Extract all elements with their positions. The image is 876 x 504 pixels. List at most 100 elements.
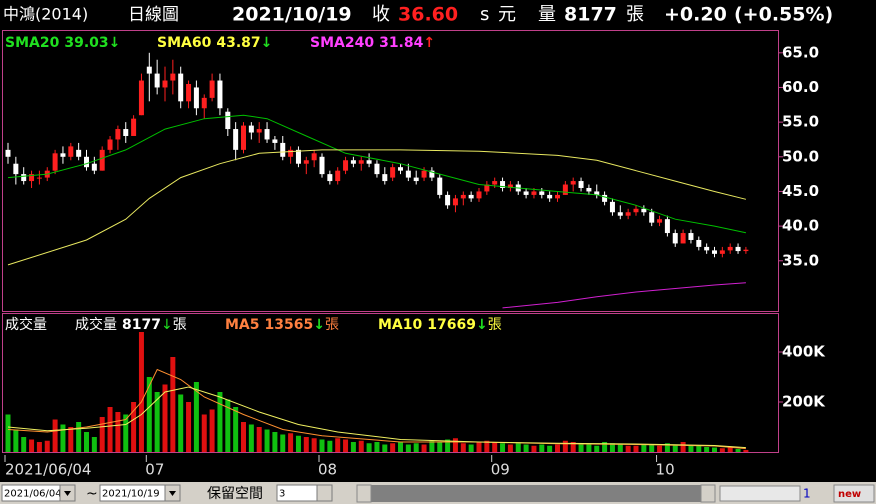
- y-tick-label: 60.0: [782, 78, 819, 96]
- volume-bar: [350, 442, 356, 452]
- new-button[interactable]: [833, 484, 875, 503]
- candle-body: [719, 250, 725, 254]
- legend-value: 8177: [122, 317, 161, 333]
- candle-body: [5, 149, 11, 157]
- tool-icons[interactable]: [719, 485, 801, 502]
- volume-bar: [609, 443, 615, 452]
- volume-bar: [531, 445, 537, 452]
- candle-body: [594, 191, 600, 195]
- volume-bar: [547, 445, 553, 452]
- legend-name: MA5: [225, 317, 260, 333]
- volume-bar: [303, 437, 309, 452]
- volume-bar: [562, 440, 568, 452]
- legend-trend: ↓: [261, 35, 273, 51]
- legend-name: MA10: [378, 317, 423, 333]
- y-tick-label: 55.0: [782, 113, 819, 131]
- volume-bar: [704, 447, 710, 452]
- candle-body: [21, 174, 27, 182]
- volume-bar: [29, 439, 35, 452]
- header-change: +0.20: [664, 4, 727, 26]
- volume-bar: [727, 447, 733, 452]
- legend-value: 13565: [265, 317, 314, 333]
- candle-body: [539, 191, 545, 195]
- volume-bar: [398, 442, 403, 452]
- legend-value: 43.87: [216, 35, 260, 51]
- volume-bar: [272, 432, 278, 452]
- candle-body: [162, 80, 168, 88]
- ma-line: [7, 149, 747, 266]
- volume-bar: [280, 434, 286, 452]
- volume-bar: [468, 444, 474, 452]
- volume-bar: [241, 422, 246, 452]
- scroll-left[interactable]: [356, 484, 372, 503]
- candle-body: [555, 194, 560, 199]
- candle-body: [170, 73, 176, 81]
- y-tick-label: 45.0: [782, 182, 819, 200]
- legend-value: 39.03: [64, 35, 108, 51]
- volume-bar: [413, 443, 419, 452]
- candle-body: [295, 149, 301, 164]
- candle-body: [186, 83, 192, 102]
- legend-entry: MA5 13565↓張: [225, 317, 339, 333]
- candle-body: [562, 184, 568, 195]
- volume-bar: [115, 412, 121, 452]
- legend-unit: 張: [488, 317, 502, 333]
- candle-body: [735, 246, 741, 252]
- candle-body: [178, 73, 184, 102]
- candle-body: [374, 163, 380, 175]
- volume-bar: [743, 449, 749, 452]
- legend-trend: ↓: [161, 317, 173, 333]
- legend-trend: ↓: [109, 35, 121, 51]
- candle-body: [335, 170, 341, 182]
- volume-bar: [366, 443, 372, 452]
- legend-value: 31.84: [379, 35, 424, 51]
- page-number: 1: [803, 487, 811, 501]
- y-tick-label: 200K: [782, 393, 826, 411]
- volume-title: 成交量: [5, 316, 47, 333]
- scroll-right[interactable]: [700, 484, 716, 503]
- volume-bar: [719, 448, 725, 452]
- candle-body: [649, 212, 655, 223]
- legend-unit: 張: [325, 317, 339, 333]
- candle-body: [350, 160, 356, 164]
- header-volume-unit: 張: [626, 4, 644, 25]
- candle-body: [107, 139, 113, 150]
- legend-name: 成交量: [75, 316, 117, 333]
- candle-body: [13, 163, 19, 175]
- candle-body: [531, 191, 537, 195]
- candle-body: [123, 129, 129, 136]
- volume-bar: [421, 444, 427, 452]
- volume-bar: [138, 332, 144, 452]
- volume-bar: [617, 444, 623, 452]
- volume-bar: [696, 445, 702, 452]
- candle-body: [382, 174, 388, 182]
- candle-body: [319, 156, 325, 175]
- volume-bar: [625, 445, 631, 452]
- candle-body: [727, 246, 733, 251]
- x-tick-label: 07: [145, 461, 164, 479]
- volume-bar: [555, 444, 560, 452]
- volume-bar: [178, 394, 184, 452]
- candle-body: [264, 129, 270, 140]
- ma-line: [7, 114, 747, 234]
- volume-bar: [335, 438, 341, 452]
- candle-body: [696, 239, 702, 247]
- candle-body: [602, 194, 608, 202]
- volume-bar: [68, 427, 74, 452]
- header-volume-label: 量: [538, 4, 556, 25]
- reserve-spin[interactable]: [316, 484, 333, 502]
- candle-body: [366, 160, 372, 164]
- candle-body: [633, 208, 639, 213]
- x-tick-label: 2021/06/04: [5, 461, 91, 479]
- volume-bar: [319, 439, 325, 452]
- volume-bar: [162, 384, 168, 452]
- candle-body: [429, 170, 435, 178]
- candle-body: [609, 201, 615, 213]
- volume-bar: [44, 440, 50, 452]
- volume-bar: [233, 407, 239, 452]
- scrollbar[interactable]: [357, 485, 715, 502]
- price-panel: [2, 30, 779, 312]
- volume-bar: [437, 442, 443, 452]
- candle-body: [115, 129, 121, 140]
- candle-body: [476, 191, 482, 199]
